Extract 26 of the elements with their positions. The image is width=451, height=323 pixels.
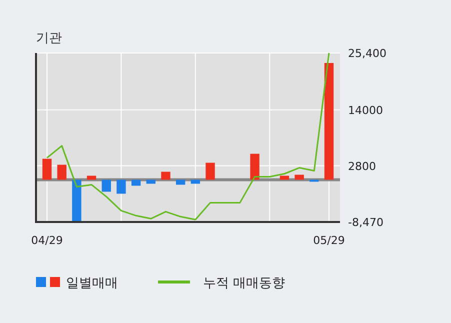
- bar: [42, 158, 52, 180]
- line-series: [46, 52, 330, 220]
- bar: [57, 164, 66, 180]
- bar: [161, 172, 170, 180]
- bar: [86, 176, 96, 180]
- bar: [324, 62, 334, 180]
- bar: [294, 174, 304, 180]
- legend-label: 일별매매: [66, 276, 118, 291]
- x-tick-label: 04/29: [31, 234, 63, 247]
- bar: [72, 180, 82, 222]
- bar: [206, 162, 215, 180]
- x-tick-label: 05/29: [313, 234, 345, 247]
- y-tick-label: 14000: [348, 104, 383, 117]
- bar: [280, 176, 290, 180]
- y-tick-label: -8,470: [348, 216, 384, 229]
- bar: [102, 180, 111, 192]
- bar: [131, 180, 141, 186]
- y-tick-label: 2800: [348, 160, 376, 173]
- bar: [176, 180, 186, 185]
- bar: [146, 180, 156, 184]
- legend-label: 누적 매매동향: [203, 276, 286, 291]
- y-tick-label: 25,400: [348, 47, 386, 60]
- bar: [116, 180, 126, 194]
- bar: [190, 180, 200, 184]
- bar: [250, 154, 260, 180]
- chart-title: 기관: [36, 31, 62, 46]
